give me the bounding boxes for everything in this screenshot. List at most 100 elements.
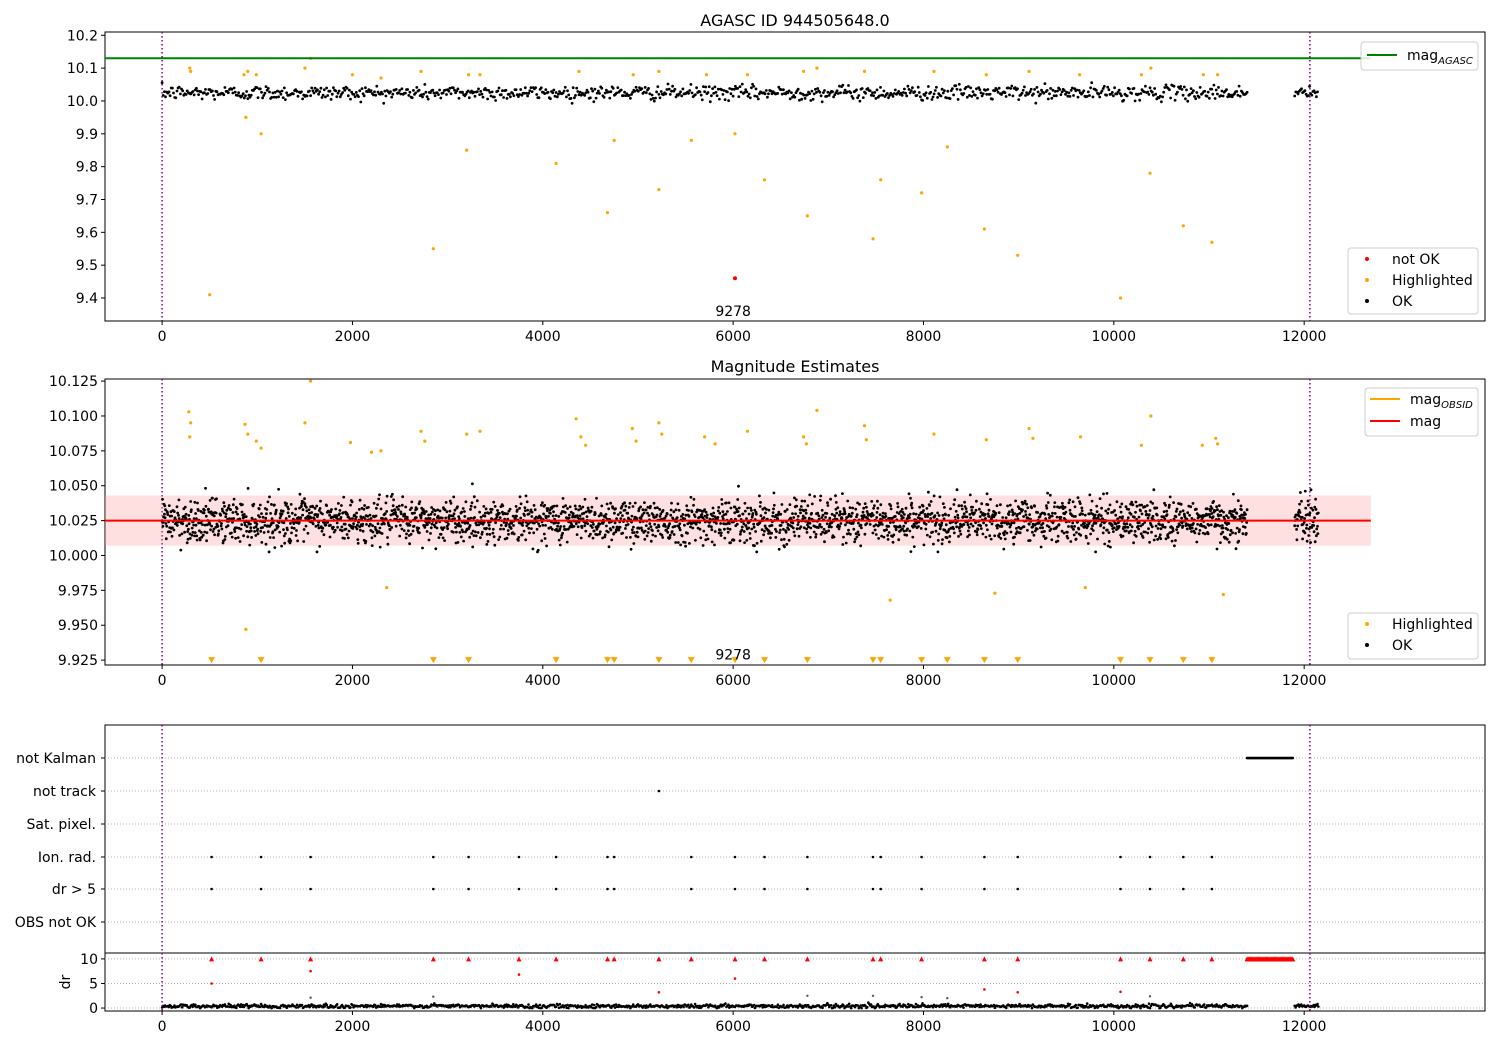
data-point xyxy=(308,89,311,93)
data-point xyxy=(528,531,531,535)
data-point xyxy=(750,86,753,90)
data-point xyxy=(668,536,672,540)
data-point xyxy=(184,93,188,96)
data-point xyxy=(913,524,917,528)
data-point xyxy=(803,657,811,664)
data-point xyxy=(876,506,880,510)
data-point xyxy=(1191,502,1195,505)
data-point xyxy=(208,293,212,297)
data-point xyxy=(1151,502,1155,505)
data-point xyxy=(339,516,343,519)
data-point xyxy=(1076,496,1080,500)
legend-label-sub: OBSID xyxy=(1441,400,1473,411)
data-point xyxy=(831,90,834,94)
data-point xyxy=(852,521,855,524)
flag-point xyxy=(554,887,558,891)
data-point xyxy=(220,522,223,525)
data-point xyxy=(372,93,375,97)
data-point xyxy=(759,539,763,543)
data-point xyxy=(1121,515,1124,518)
data-point xyxy=(573,504,577,508)
data-point xyxy=(1066,536,1070,540)
data-point xyxy=(175,89,179,93)
data-point xyxy=(250,536,254,539)
data-point xyxy=(827,94,831,97)
data-point xyxy=(447,522,450,526)
data-point xyxy=(957,82,961,86)
flag-point xyxy=(879,887,882,891)
data-point xyxy=(164,522,168,525)
data-point xyxy=(1039,526,1042,530)
data-point xyxy=(993,591,997,595)
data-point xyxy=(703,514,707,518)
data-point xyxy=(189,421,193,425)
flag-label: dr > 5 xyxy=(52,882,96,898)
data-point xyxy=(802,526,806,530)
data-point xyxy=(1143,505,1147,509)
data-point xyxy=(901,91,905,94)
x-tick-label: 12000 xyxy=(1282,673,1327,689)
data-point xyxy=(536,548,540,552)
data-point xyxy=(403,512,406,516)
data-point xyxy=(524,538,528,542)
data-point xyxy=(382,101,386,105)
data-point xyxy=(249,526,253,530)
legend-bottom xyxy=(1347,612,1479,660)
flag-point xyxy=(690,887,693,891)
data-point xyxy=(1239,504,1243,508)
data-point xyxy=(258,1005,262,1009)
data-point xyxy=(205,531,209,534)
data-point xyxy=(1066,530,1069,534)
data-point xyxy=(860,87,864,90)
data-point xyxy=(795,527,799,531)
data-point xyxy=(1171,527,1175,531)
flag-point xyxy=(871,887,875,891)
data-point xyxy=(699,93,703,97)
series-dr-ok xyxy=(160,1001,1320,1010)
data-point xyxy=(840,517,844,520)
data-point xyxy=(753,544,756,548)
data-point xyxy=(537,1006,541,1010)
data-point xyxy=(612,138,616,142)
data-point xyxy=(962,523,966,526)
data-point xyxy=(1056,89,1059,93)
data-point xyxy=(402,529,406,532)
data-point xyxy=(764,511,767,515)
data-point xyxy=(574,94,577,97)
data-point xyxy=(728,87,732,90)
data-point xyxy=(376,522,380,526)
x-tick-label: 2000 xyxy=(335,673,371,689)
data-point xyxy=(857,533,861,537)
data-point xyxy=(707,85,711,89)
data-point xyxy=(490,508,494,511)
data-point xyxy=(298,492,302,496)
data-point xyxy=(689,525,692,529)
data-point xyxy=(767,92,770,96)
data-point xyxy=(188,66,192,70)
data-point xyxy=(301,508,305,512)
data-point xyxy=(799,525,803,529)
data-point xyxy=(1214,436,1218,440)
data-point xyxy=(1200,443,1204,447)
data-point xyxy=(1235,512,1239,515)
data-point xyxy=(882,535,886,539)
data-point xyxy=(583,497,587,501)
data-point xyxy=(470,501,474,505)
data-point xyxy=(623,501,626,505)
data-point xyxy=(1147,527,1150,531)
data-point xyxy=(527,526,531,530)
data-point xyxy=(1106,85,1110,89)
data-point xyxy=(758,494,761,498)
data-point xyxy=(839,522,843,525)
data-point xyxy=(771,514,775,518)
data-point xyxy=(1236,93,1240,97)
data-point xyxy=(546,507,550,510)
data-point xyxy=(1070,525,1074,529)
data-point xyxy=(417,88,421,92)
data-point xyxy=(742,530,746,533)
data-point xyxy=(600,513,603,517)
data-point xyxy=(282,521,286,525)
data-point xyxy=(1114,522,1118,526)
data-point xyxy=(959,88,962,92)
